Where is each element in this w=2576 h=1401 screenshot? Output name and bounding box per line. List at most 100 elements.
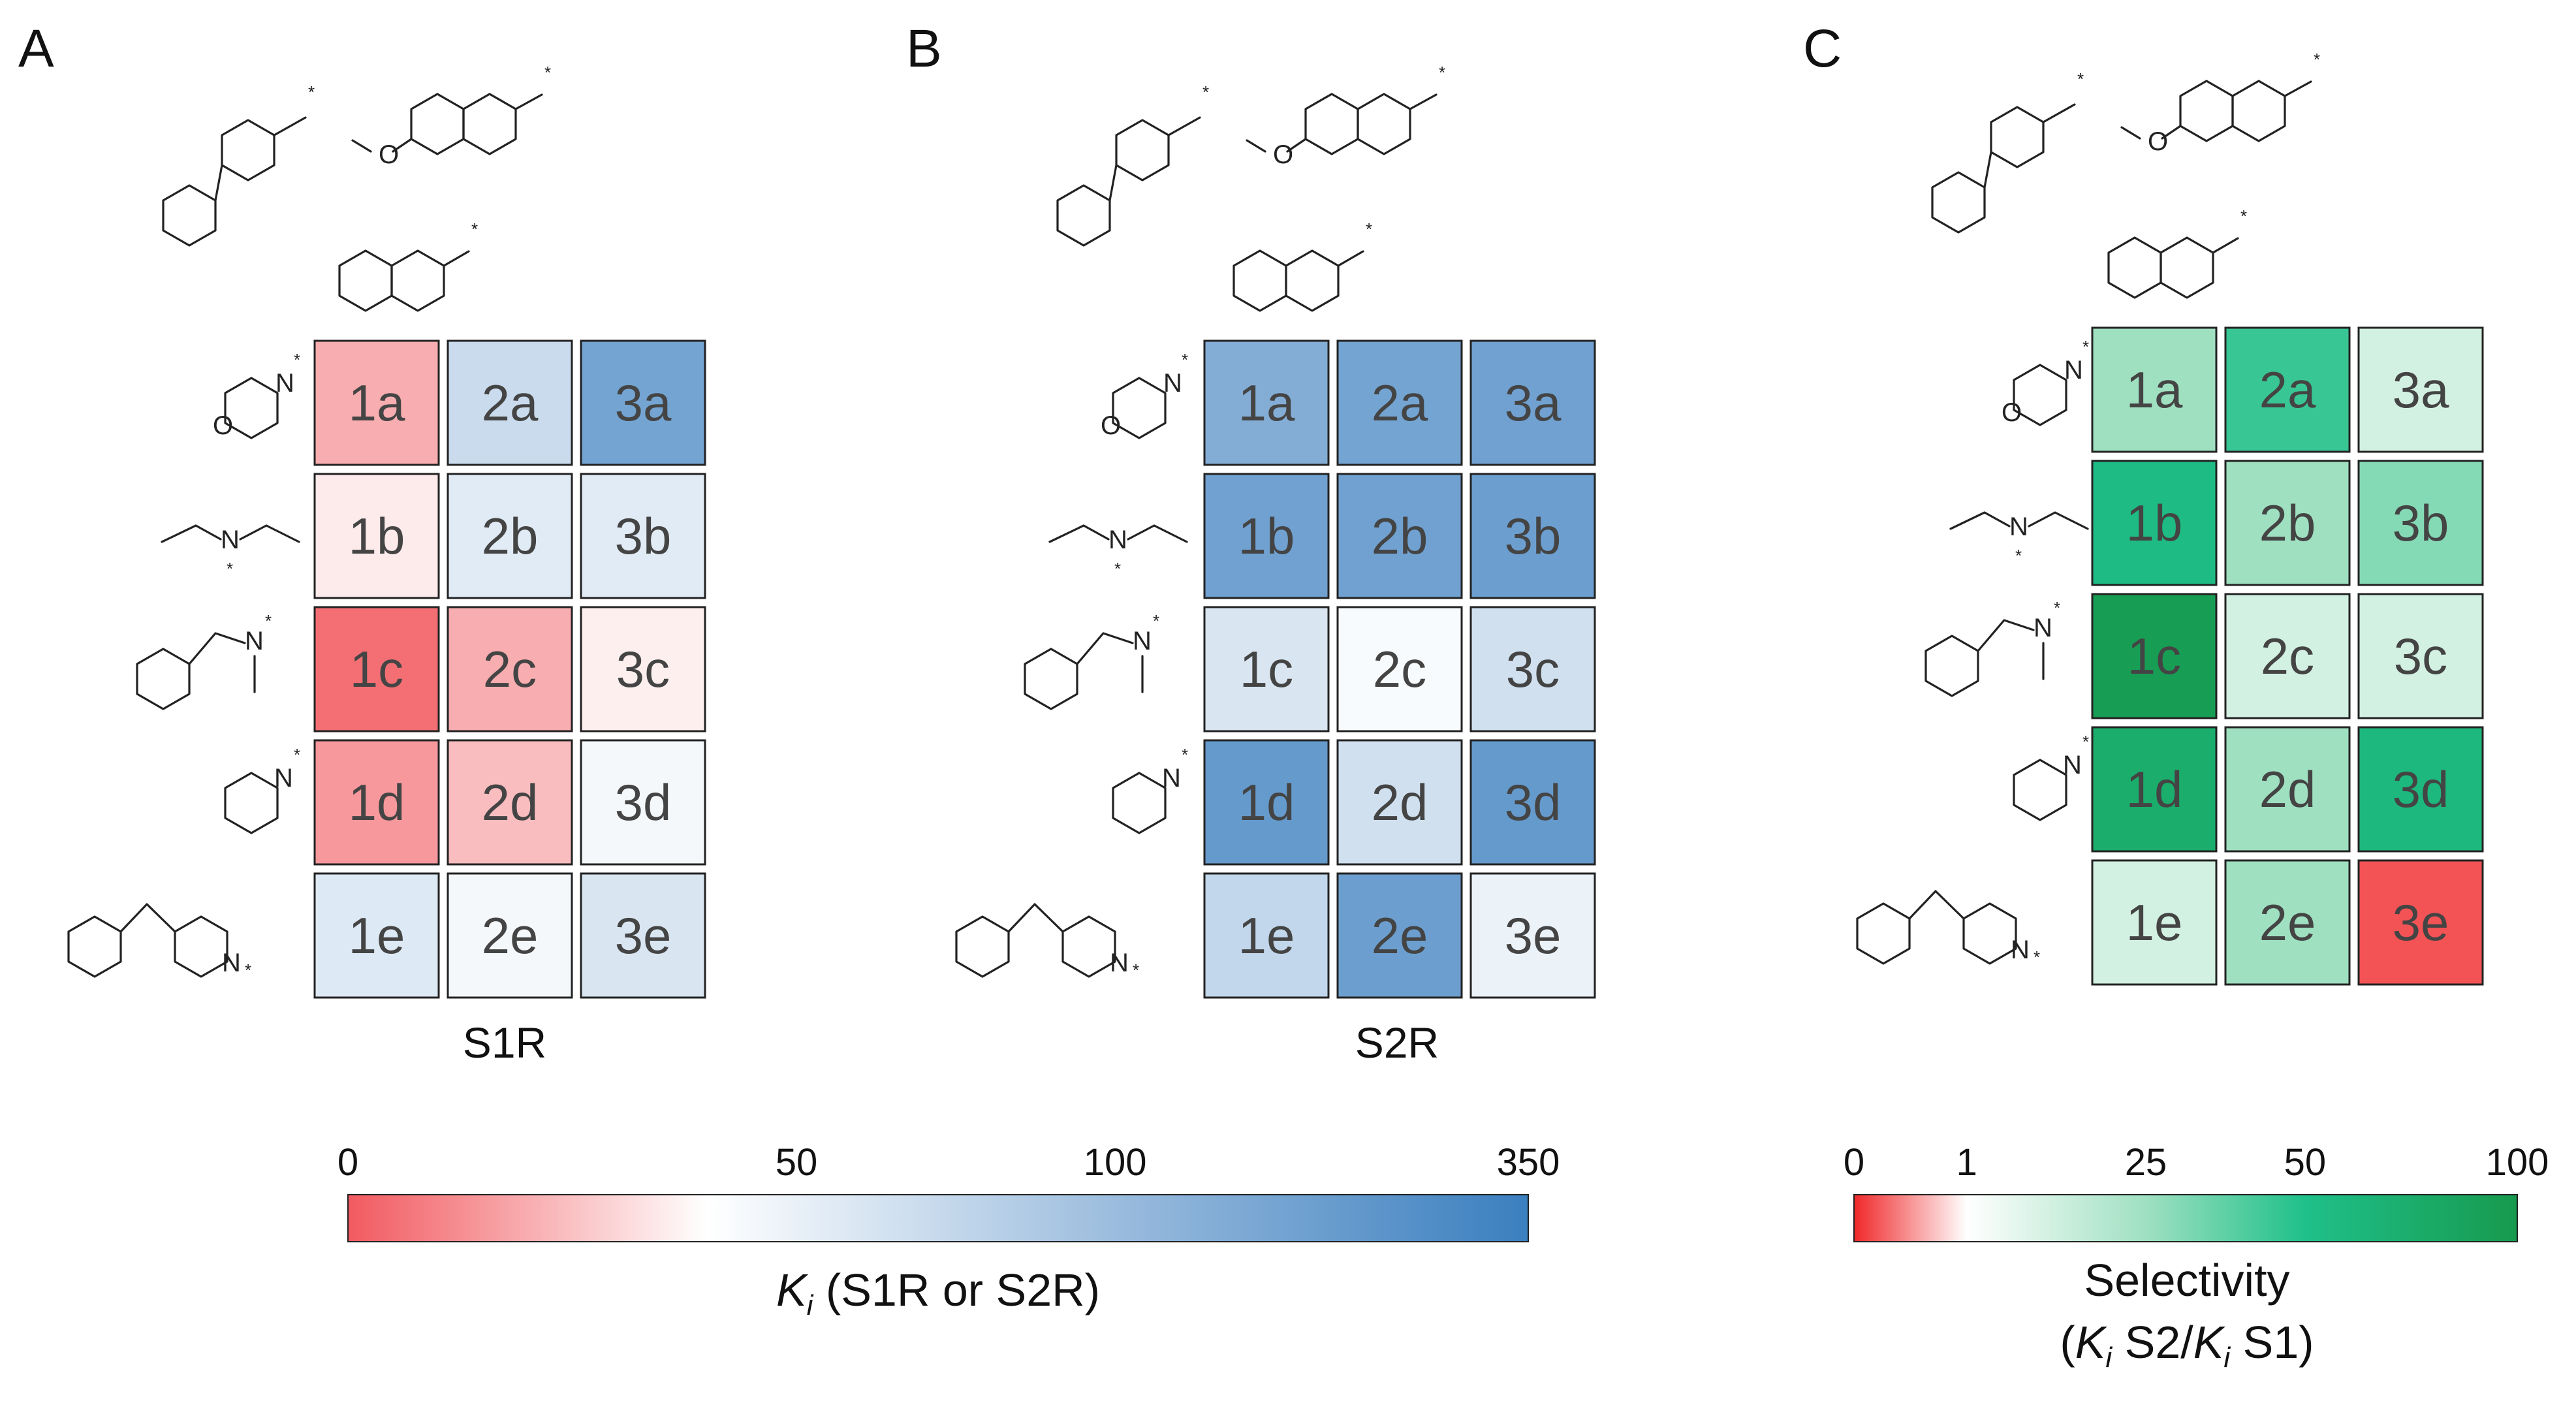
heatmap-cell-label: 1a <box>2126 361 2183 418</box>
heatmap-cell-label: 3c <box>1506 640 1560 698</box>
heatmap-cell-label: 3e <box>2393 894 2449 951</box>
heatmap-cell-label: 1c <box>1240 640 1293 698</box>
heatmap-cell-label: 3c <box>616 640 670 698</box>
heatmap-cell-label: 3d <box>1505 774 1562 831</box>
colorbar-tick-label: 50 <box>2284 1141 2327 1184</box>
heatmap-cell-label: 2c <box>1373 640 1426 698</box>
heatmap-cell-label: 3b <box>615 507 672 565</box>
heatmap-cell-label: 2d <box>482 774 539 831</box>
heatmap-cell <box>313 339 440 466</box>
panel-letter-b: B <box>906 19 942 78</box>
heatmap-cell-label: 1a <box>1238 374 1295 432</box>
heatmap-cell-label: 3a <box>1505 374 1562 432</box>
heatmap-cell-label: 3d <box>2393 761 2449 818</box>
heatmap-cell <box>2357 326 2484 453</box>
heatmap-cell <box>2091 460 2218 586</box>
heatmap-cell <box>580 606 706 732</box>
heatmap-cell <box>313 606 440 732</box>
heatmap-cell-label: 1d <box>1238 774 1295 831</box>
heatmap-cell <box>580 739 706 866</box>
heatmap-cell <box>313 739 440 866</box>
heatmap-cell <box>447 339 573 466</box>
colorbar-tick-label: 0 <box>1844 1141 1864 1184</box>
heatmap-cell <box>2224 859 2351 986</box>
heatmap-cell <box>1336 739 1463 866</box>
colorbar-tick-label: 350 <box>1497 1141 1560 1184</box>
heatmap-cell <box>2357 859 2484 986</box>
heatmap-cell <box>447 473 573 599</box>
heatmap-cell <box>2091 593 2218 719</box>
heatmap-cell <box>447 739 573 866</box>
heatmap-cell <box>580 473 706 599</box>
heatmap-cell <box>580 872 706 999</box>
heatmap-cell-label: 2c <box>2261 627 2314 685</box>
colorbar-tick-label: 0 <box>338 1141 358 1184</box>
panel-letter-a: A <box>18 19 54 78</box>
heatmap-cell-label: 2e <box>1372 907 1428 964</box>
molecule-set-b <box>1056 61 1447 312</box>
colorbar-tick-label: 25 <box>2125 1141 2167 1184</box>
heatmap-cell-label: 1c <box>2128 627 2181 685</box>
heatmap-title-s1r: S1R <box>463 1018 546 1067</box>
heatmap-cell-label: 1e <box>1238 907 1295 964</box>
heatmap-cell <box>2357 726 2484 853</box>
heatmap-cell-label: 3a <box>615 374 672 432</box>
colorbar-selectivity-subtitle: (Ki S2/Ki S1) <box>2060 1317 2314 1374</box>
colorbar-ki: 0 50 100 350 Ki (S1R or S2R) <box>338 1141 1560 1321</box>
colorbar-ki-title: Ki (S1R or S2R) <box>776 1265 1100 1321</box>
heatmap-cell <box>2357 460 2484 586</box>
heatmap-cell-label: 3a <box>2393 361 2449 418</box>
amine-set-a <box>67 349 302 981</box>
heatmap-cell-label: 1b <box>349 507 405 565</box>
heatmap-cell-label: 2e <box>482 907 539 964</box>
heatmap-cell <box>2091 326 2218 453</box>
colorbar-tick-label: 1 <box>1956 1141 1977 1184</box>
heatmap-cell <box>2091 726 2218 853</box>
heatmap-cell <box>1203 473 1330 599</box>
heatmap-cell <box>447 872 573 999</box>
heatmap-cell <box>1469 872 1596 999</box>
heatmap-cell <box>2224 326 2351 453</box>
heatmap-cell <box>1469 339 1596 466</box>
heatmap-cell <box>2357 593 2484 719</box>
heatmap-cell-label: 2c <box>483 640 537 698</box>
heatmap-cell-label: 2a <box>1372 374 1428 432</box>
heatmap-cell <box>2224 460 2351 586</box>
heatmap-cell-label: 3d <box>615 774 672 831</box>
heatmap-cell <box>313 473 440 599</box>
heatmap-cell-label: 1b <box>1238 507 1295 565</box>
colorbar-selectivity-title: Selectivity <box>2084 1255 2289 1306</box>
heatmap-cell-label: 3b <box>1505 507 1562 565</box>
heatmap-cell-label: 2b <box>1372 507 1428 565</box>
heatmap-cell-label: 2b <box>2259 494 2316 552</box>
heatmap-cell <box>313 872 440 999</box>
heatmap-cell <box>1203 739 1330 866</box>
heatmap-selectivity: 1a 2a 3a 1b 2b 3b 1c 2c 3c 1d 2d 3d 1e 2e 3e <box>2091 326 2484 986</box>
colorbar-tick-label: 100 <box>1084 1141 1147 1184</box>
heatmap-cell <box>1203 339 1330 466</box>
heatmap-cell <box>2224 593 2351 719</box>
colorbar-selectivity: 0 1 25 50 100 Selectivity (Ki S2/Ki S1) <box>1844 1141 2549 1374</box>
heatmap-cell-label: 2d <box>1372 774 1428 831</box>
molecule-set-c <box>1931 48 2321 299</box>
heatmap-cell <box>1469 606 1596 732</box>
heatmap-cell-label: 2e <box>2259 894 2316 951</box>
heatmap-cell <box>1469 473 1596 599</box>
heatmap-cell-label: 3c <box>2394 627 2447 685</box>
heatmap-cell-label: 1a <box>349 374 405 432</box>
heatmap-s2r: 1a 2a 3a 1b 2b 3b 1c 2c 3c 1d 2d 3d 1e 2e 3e <box>1203 339 1596 999</box>
heatmap-cell-label: 2a <box>482 374 539 432</box>
heatmap-cell <box>580 339 706 466</box>
heatmap-cell <box>1203 606 1330 732</box>
heatmap-cell <box>1336 872 1463 999</box>
molecule-set-a <box>162 61 552 312</box>
heatmap-cell <box>1336 473 1463 599</box>
heatmap-cell-label: 3b <box>2393 494 2449 552</box>
colorbar-tick-label: 50 <box>776 1141 818 1184</box>
heatmap-cell-label: 1d <box>349 774 405 831</box>
heatmap-cell-label: 1d <box>2126 761 2183 818</box>
amine-set-c <box>1856 336 2090 968</box>
heatmap-cell <box>1469 739 1596 866</box>
amine-set-b <box>955 349 1189 981</box>
